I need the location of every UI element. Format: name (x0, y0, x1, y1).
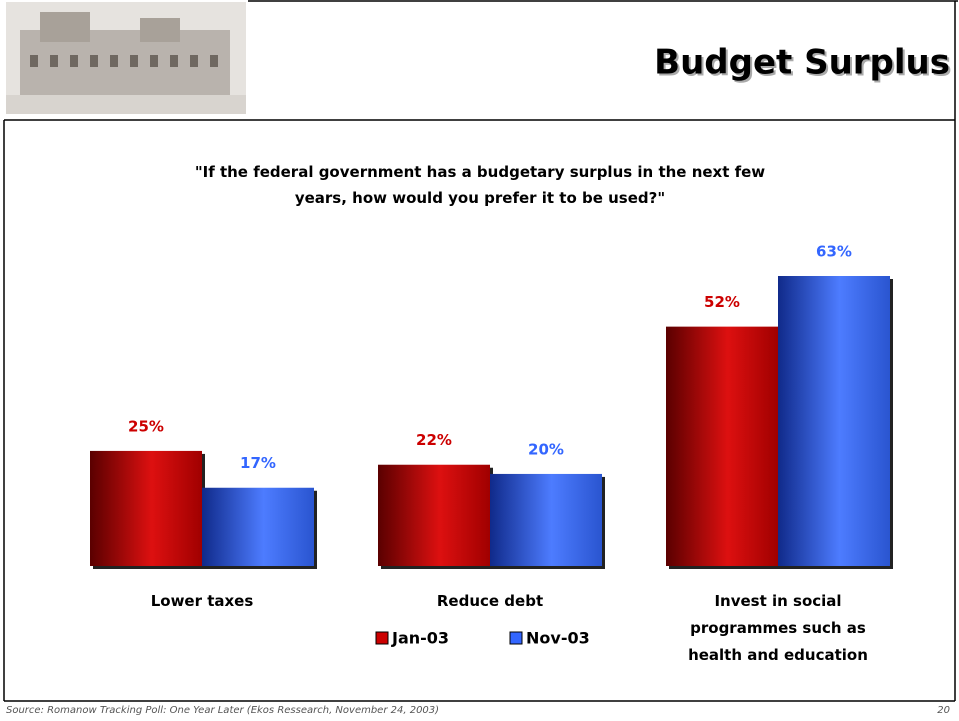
value-label: 25% (128, 417, 164, 435)
legend-label: Nov-03 (526, 629, 590, 648)
bar (490, 473, 602, 566)
value-label: 17% (240, 454, 276, 472)
frame (3, 0, 958, 702)
legend-swatch (375, 631, 389, 645)
chart-title: "If the federal government has a budgeta… (195, 163, 765, 207)
title-shadow: Budget Surplus (656, 45, 952, 85)
x-tick-label: Lower taxes (151, 592, 254, 610)
bar (90, 450, 202, 566)
bar (378, 464, 490, 566)
bar (778, 276, 890, 566)
legend-swatch (509, 631, 523, 645)
x-tick-label: Invest in social programmes such as health… (688, 592, 868, 664)
source: Source: Romanow Tracking Poll: One Year … (6, 705, 439, 716)
value-label: 22% (416, 431, 452, 449)
value-label: 52% (704, 293, 740, 311)
slide-title: Budget Surplus (654, 43, 950, 83)
legend-label: Jan-03 (391, 629, 449, 648)
value-label: 63% (816, 243, 852, 261)
value-label: 20% (528, 440, 564, 458)
bar (202, 487, 314, 566)
page-number: 20 (937, 705, 950, 716)
bar (666, 326, 778, 566)
x-tick-label: Reduce debt (437, 592, 543, 610)
header-photo (6, 2, 246, 114)
